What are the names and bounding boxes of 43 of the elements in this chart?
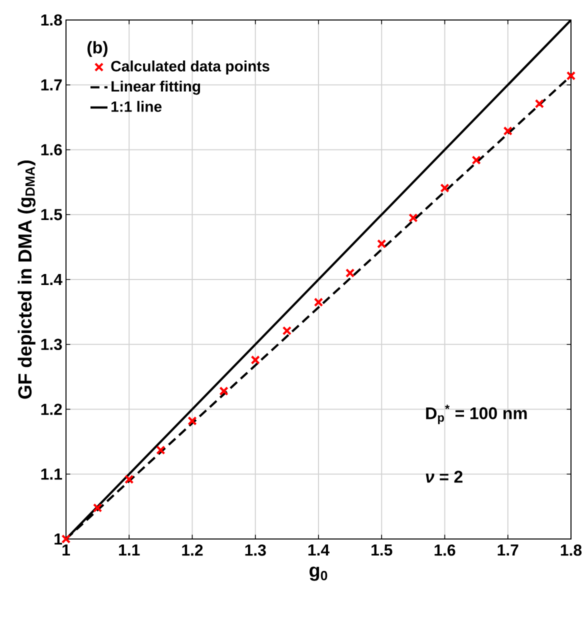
point [534,99,544,108]
point [219,386,228,396]
y-tick-label: 1.1 [41,468,62,480]
point [377,239,386,248]
y-tick-label: 1.3 [41,338,62,350]
point [156,446,166,455]
y-tick-label: 1.7 [41,79,62,90]
legend-label: 1:1 line [112,100,162,112]
x-tick-label: 1.3 [245,544,266,556]
y-tick-label: 1.5 [41,209,62,220]
point [314,298,324,307]
x-axis-title: g$_{0}$ [310,566,328,581]
point [472,156,481,165]
point [566,71,576,80]
point [345,268,355,278]
x-tick-label: 1.6 [434,544,456,556]
y-tick-label: 1.4 [41,274,62,285]
point [503,126,512,136]
y-tick-label: 1.8 [41,14,62,26]
x-tick-label: 1.8 [560,544,582,556]
x-tick-label: 1.4 [308,544,330,556]
y-axis-title: GF depicted in DMA (g$_{DMA}$) [18,160,36,399]
point [282,326,292,336]
x-tick-label: 1.5 [372,544,392,556]
annotation: ν = 2 [426,470,462,483]
x-tick-label: 1.1 [119,544,140,556]
y-tick-label: 1 [54,534,62,544]
annotation: (b) [88,41,108,57]
annotation: D$_{p}$$^{*}$ = 100 nm [426,404,527,424]
x-tick-label: 1 [62,544,70,556]
point [188,416,197,426]
x-tick-label: 1.2 [182,544,203,556]
point [124,474,134,484]
y-tick-label: 1.6 [41,144,62,156]
point [250,355,260,365]
point [440,183,450,193]
y-tick-label: 1.2 [41,404,62,415]
legend-label: Calculated data points [111,60,270,74]
point [92,503,102,512]
point [408,213,418,222]
legend-label: Linear fitting [112,80,200,95]
point [61,534,71,544]
x-tick-label: 1.7 [498,544,518,556]
